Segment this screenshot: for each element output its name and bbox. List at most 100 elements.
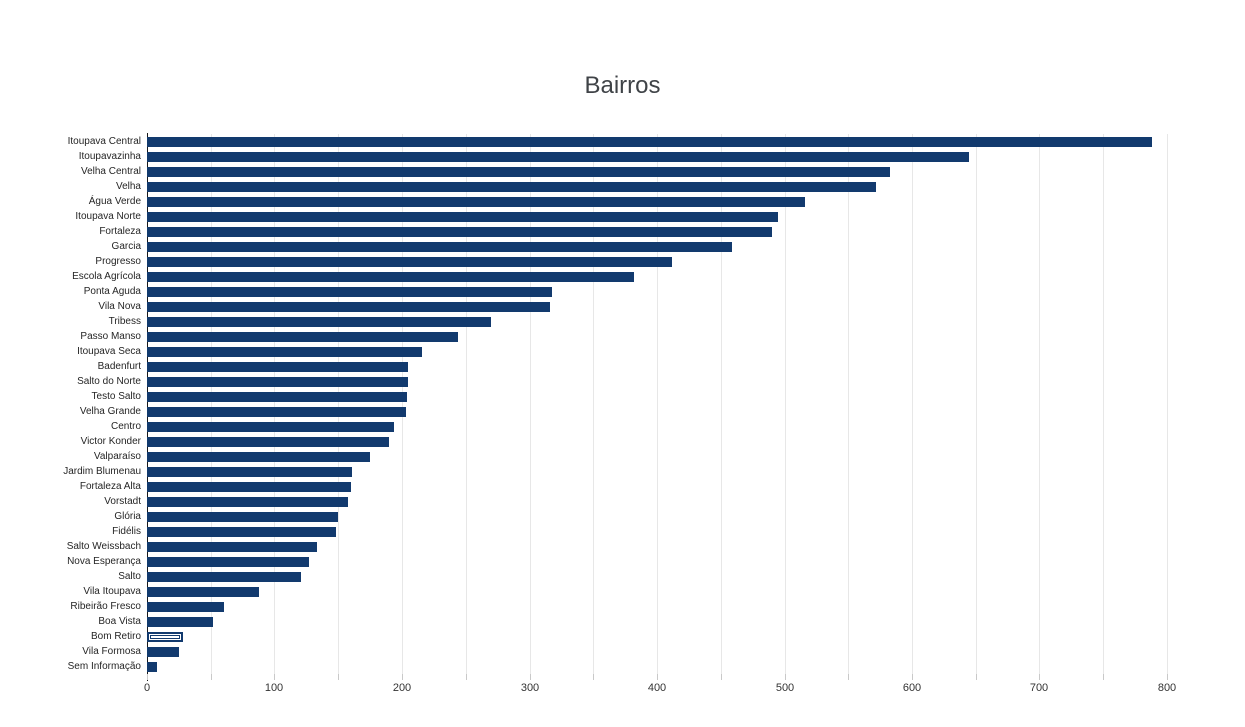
gridline xyxy=(274,134,275,674)
bar[interactable] xyxy=(147,511,338,522)
category-label: Badenfurt xyxy=(97,361,141,372)
bar[interactable] xyxy=(147,256,672,267)
category-label: Vila Formosa xyxy=(82,646,141,657)
chart-row: Água Verde xyxy=(0,194,1181,209)
x-axis-tick xyxy=(402,674,403,680)
selection-highlight xyxy=(149,633,181,640)
bar[interactable] xyxy=(147,331,458,342)
bar[interactable] xyxy=(147,481,351,492)
category-label: Garcia xyxy=(111,241,141,252)
bar[interactable] xyxy=(147,271,634,282)
category-label: Progresso xyxy=(95,256,141,267)
category-label: Boa Vista xyxy=(98,616,141,627)
category-label: Jardim Blumenau xyxy=(63,466,141,477)
category-label: Bom Retiro xyxy=(90,631,141,642)
x-axis-tick xyxy=(147,674,148,680)
bar[interactable] xyxy=(147,346,422,357)
bar[interactable] xyxy=(147,316,491,327)
chart-row: Progresso xyxy=(0,254,1181,269)
x-axis-tick xyxy=(530,674,531,680)
bar[interactable] xyxy=(147,466,352,477)
gridline xyxy=(402,134,403,674)
x-axis-tick xyxy=(1167,674,1168,680)
chart-row: Tribess xyxy=(0,314,1181,329)
bar[interactable] xyxy=(147,226,772,237)
chart-row: Centro xyxy=(0,419,1181,434)
chart-row: Ponta Aguda xyxy=(0,284,1181,299)
bar[interactable] xyxy=(147,661,157,672)
bar[interactable] xyxy=(147,391,407,402)
plot-area xyxy=(147,134,1181,674)
bar[interactable] xyxy=(147,496,348,507)
category-label: Ribeirão Fresco xyxy=(70,601,141,612)
bar[interactable] xyxy=(147,556,309,567)
gridline xyxy=(912,134,913,674)
bar[interactable] xyxy=(147,361,408,372)
bar[interactable] xyxy=(147,616,213,627)
category-label: Fidélis xyxy=(112,526,141,537)
category-label: Tribess xyxy=(108,316,141,327)
bar[interactable] xyxy=(147,601,224,612)
gridline xyxy=(466,134,467,674)
category-label: Glória xyxy=(114,511,141,522)
bar[interactable] xyxy=(147,376,408,387)
bar[interactable] xyxy=(147,151,969,162)
category-label: Vila Itoupava xyxy=(83,586,141,597)
bar[interactable] xyxy=(147,406,406,417)
category-label: Testo Salto xyxy=(91,391,141,402)
category-label: Água Verde xyxy=(88,196,141,207)
bar[interactable] xyxy=(147,451,370,462)
x-axis-tick xyxy=(1103,674,1104,680)
chart-row: Velha Grande xyxy=(0,404,1181,419)
category-label: Itoupava Central xyxy=(67,136,141,147)
chart-row: Salto do Norte xyxy=(0,374,1181,389)
bar[interactable] xyxy=(147,181,876,192)
bar-rows: Itoupava Central Itoupavazinha Velha Centr… xyxy=(0,134,1181,674)
bar[interactable] xyxy=(147,571,301,582)
chart-row: Bom Retiro xyxy=(0,629,1181,644)
bar[interactable] xyxy=(147,211,778,222)
bar[interactable] xyxy=(147,196,805,207)
chart-row: Salto Weissbach xyxy=(0,539,1181,554)
bar[interactable] xyxy=(147,436,389,447)
chart-row: Vila Formosa xyxy=(0,644,1181,659)
gridline xyxy=(721,134,722,674)
category-label: Velha Central xyxy=(80,166,141,177)
bar[interactable] xyxy=(147,586,259,597)
chart-row: Vila Nova xyxy=(0,299,1181,314)
category-label: Passo Manso xyxy=(80,331,141,342)
x-axis-tick xyxy=(848,674,849,680)
gridline xyxy=(976,134,977,674)
chart-row: Salto xyxy=(0,569,1181,584)
chart-row: Vila Itoupava xyxy=(0,584,1181,599)
bar[interactable] xyxy=(147,166,890,177)
selection-highlight-inner xyxy=(150,634,180,639)
chart-row: Passo Manso xyxy=(0,329,1181,344)
x-axis-tick xyxy=(593,674,594,680)
bar[interactable] xyxy=(147,286,552,297)
chart-row: Garcia xyxy=(0,239,1181,254)
category-label: Fortaleza Alta xyxy=(79,481,141,492)
bar[interactable] xyxy=(147,646,179,657)
bar[interactable] xyxy=(147,241,732,252)
x-tick-label: 600 xyxy=(902,682,922,694)
x-axis-tick xyxy=(1039,674,1040,680)
bar[interactable] xyxy=(147,541,317,552)
chart-row: Valparaíso xyxy=(0,449,1181,464)
chart-row: Itoupava Central xyxy=(0,134,1181,149)
gridline xyxy=(1167,134,1168,674)
category-label: Velha xyxy=(115,181,141,192)
x-axis-tick xyxy=(912,674,913,680)
bar[interactable] xyxy=(147,526,336,537)
bar[interactable] xyxy=(147,136,1152,147)
x-tick-label: 100 xyxy=(264,682,284,694)
bar[interactable] xyxy=(147,301,550,312)
gridline xyxy=(530,134,531,674)
chart-row: Fidélis xyxy=(0,524,1181,539)
gridline xyxy=(593,134,594,674)
bar[interactable] xyxy=(147,421,394,432)
gridline xyxy=(211,134,212,674)
x-tick-label: 800 xyxy=(1157,682,1177,694)
bar-selected[interactable] xyxy=(147,631,183,642)
x-axis-tick xyxy=(466,674,467,680)
